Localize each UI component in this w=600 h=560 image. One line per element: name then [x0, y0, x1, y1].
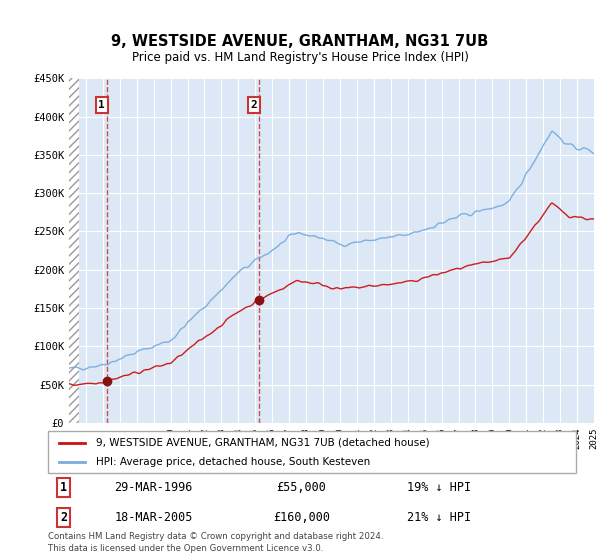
Text: 29-MAR-1996: 29-MAR-1996	[115, 481, 193, 494]
Text: This data is licensed under the Open Government Licence v3.0.: This data is licensed under the Open Gov…	[48, 544, 323, 553]
Text: £55,000: £55,000	[277, 481, 326, 494]
Text: 1: 1	[98, 100, 105, 110]
Text: 1: 1	[60, 481, 67, 494]
FancyBboxPatch shape	[48, 431, 576, 473]
Text: 9, WESTSIDE AVENUE, GRANTHAM, NG31 7UB (detached house): 9, WESTSIDE AVENUE, GRANTHAM, NG31 7UB (…	[95, 437, 429, 447]
Text: 2: 2	[60, 511, 67, 524]
Bar	[69, 78, 79, 423]
Text: HPI: Average price, detached house, South Kesteven: HPI: Average price, detached house, Sout…	[95, 457, 370, 467]
Text: 21% ↓ HPI: 21% ↓ HPI	[407, 511, 471, 524]
Text: Price paid vs. HM Land Registry's House Price Index (HPI): Price paid vs. HM Land Registry's House …	[131, 50, 469, 64]
Text: 9, WESTSIDE AVENUE, GRANTHAM, NG31 7UB: 9, WESTSIDE AVENUE, GRANTHAM, NG31 7UB	[112, 35, 488, 49]
Text: 19% ↓ HPI: 19% ↓ HPI	[407, 481, 471, 494]
Text: 2: 2	[250, 100, 257, 110]
Text: £160,000: £160,000	[273, 511, 330, 524]
Text: Contains HM Land Registry data © Crown copyright and database right 2024.: Contains HM Land Registry data © Crown c…	[48, 532, 383, 541]
Text: 18-MAR-2005: 18-MAR-2005	[115, 511, 193, 524]
